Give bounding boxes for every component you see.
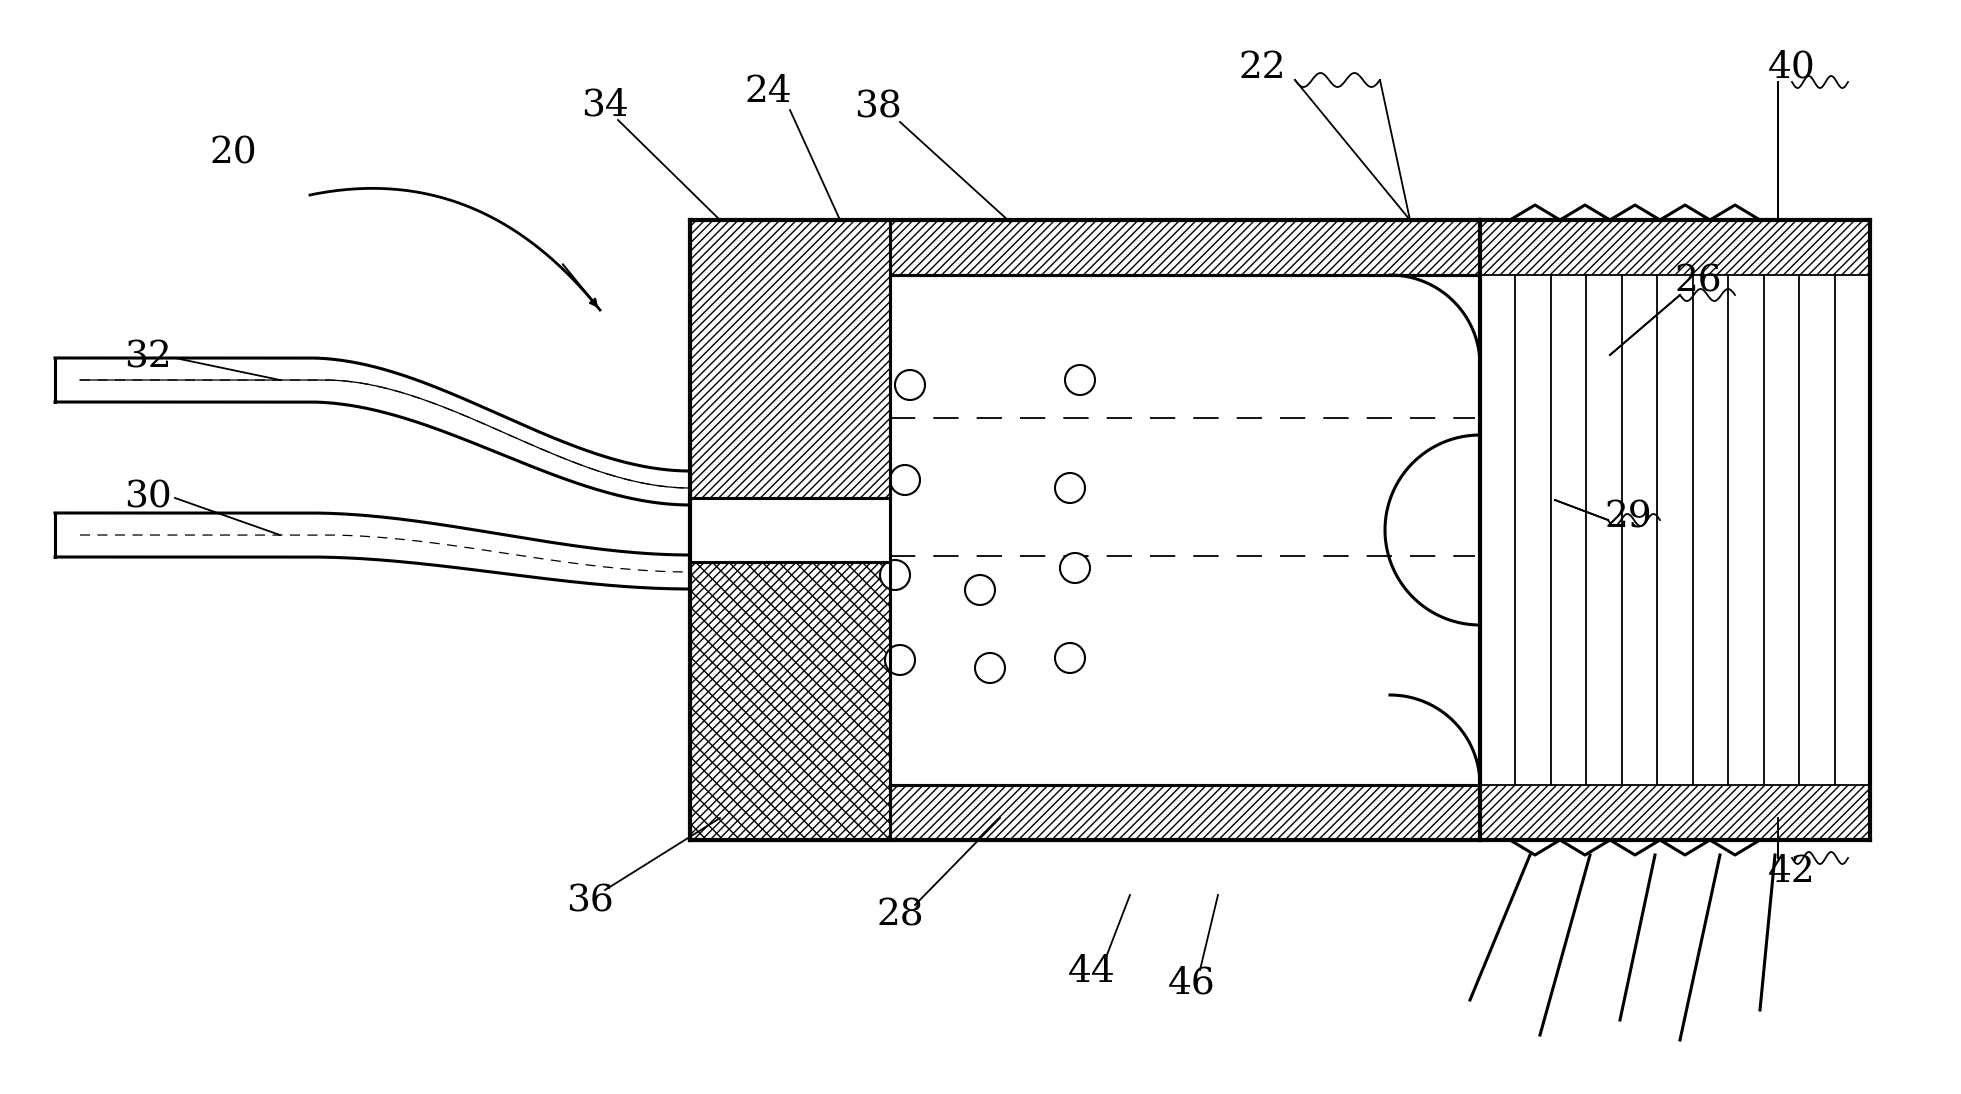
Text: 38: 38: [855, 90, 902, 126]
Bar: [690, 220, 890, 498]
Text: 29: 29: [1604, 500, 1651, 536]
Circle shape: [884, 645, 916, 675]
Bar: [1481, 220, 1871, 275]
Circle shape: [880, 560, 910, 590]
Text: 46: 46: [1169, 966, 1216, 1002]
Text: 24: 24: [743, 74, 792, 110]
Text: 42: 42: [1769, 854, 1816, 891]
Circle shape: [1055, 473, 1084, 503]
Circle shape: [965, 575, 994, 605]
Text: 34: 34: [580, 88, 629, 123]
Circle shape: [890, 465, 920, 494]
Text: 26: 26: [1675, 264, 1722, 300]
Text: 22: 22: [1237, 50, 1286, 86]
Bar: [690, 562, 890, 840]
Circle shape: [1065, 365, 1094, 395]
Text: 36: 36: [567, 884, 614, 920]
Text: 44: 44: [1069, 954, 1116, 990]
Text: 40: 40: [1769, 50, 1816, 86]
Text: 30: 30: [124, 480, 173, 516]
Bar: [690, 562, 890, 840]
Bar: [1481, 785, 1871, 840]
Text: 20: 20: [210, 135, 257, 171]
Circle shape: [975, 653, 1004, 683]
Bar: [690, 785, 1481, 840]
Bar: [1481, 220, 1871, 840]
Circle shape: [1055, 643, 1084, 673]
Circle shape: [894, 370, 926, 400]
Bar: [890, 275, 1481, 785]
Bar: [690, 498, 890, 562]
Circle shape: [1061, 552, 1090, 583]
Bar: [690, 220, 1481, 275]
Text: 28: 28: [877, 898, 924, 934]
Text: 32: 32: [124, 340, 173, 376]
